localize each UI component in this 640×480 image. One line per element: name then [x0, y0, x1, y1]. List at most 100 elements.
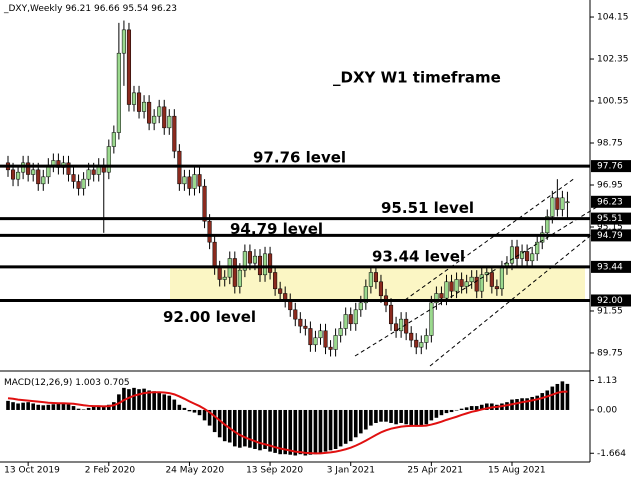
- macd-bar: [212, 409, 217, 433]
- macd-bar: [6, 400, 10, 410]
- candle-body: [66, 162, 71, 175]
- macd-bar: [474, 406, 479, 410]
- macd-bar: [253, 409, 257, 449]
- macd-bar: [535, 395, 539, 410]
- last-high: 96.66: [94, 4, 120, 14]
- candle-body: [51, 160, 56, 166]
- candle-body: [454, 279, 459, 292]
- candle-body: [252, 255, 258, 264]
- candle-body: [212, 241, 217, 269]
- level-price-label: 92.00: [597, 296, 623, 306]
- candle-body: [106, 146, 111, 173]
- level-price-label: 93.44: [597, 262, 623, 272]
- candle-body: [394, 323, 399, 332]
- y-tick-label: 89.75: [597, 348, 623, 358]
- channel-line: [429, 227, 601, 367]
- macd-bar: [177, 404, 182, 410]
- candle-body: [338, 328, 343, 336]
- macd-bar: [374, 409, 378, 423]
- level-text: 97.76 level: [253, 149, 346, 167]
- x-tick-label: 25 Apr 2021: [407, 466, 463, 476]
- candle-body: [116, 52, 121, 133]
- candle-body: [414, 339, 419, 348]
- macd-bar: [16, 403, 20, 410]
- macd-bar: [142, 388, 146, 410]
- candle-body: [172, 115, 177, 152]
- candle-body: [358, 302, 363, 311]
- candle-body: [167, 115, 172, 129]
- candle-body: [16, 171, 21, 180]
- signal-line: [7, 390, 568, 455]
- candle-body: [318, 330, 323, 339]
- candle-body: [136, 92, 142, 112]
- macd-bar: [227, 409, 232, 443]
- candle-body: [71, 174, 76, 182]
- macd-bar: [162, 394, 167, 410]
- macd-bar: [172, 399, 177, 410]
- last-open: 96.21: [65, 4, 91, 14]
- macd-bar: [444, 409, 449, 414]
- macd-bar: [132, 387, 136, 410]
- candle-body: [363, 286, 368, 304]
- last-low: 95.54: [123, 4, 149, 14]
- candle-body: [91, 169, 96, 175]
- candle-body: [545, 216, 550, 234]
- x-tick-label: 24 May 2020: [165, 466, 224, 476]
- candle-body: [499, 267, 504, 290]
- candle-body: [242, 251, 247, 271]
- level-price-box: [591, 294, 631, 307]
- candle-body: [489, 272, 494, 287]
- macd-bar: [459, 408, 464, 410]
- macd-bar: [469, 406, 474, 410]
- macd-bar: [379, 409, 383, 422]
- macd-header: MACD(12,26,9) 1.003 0.705: [4, 378, 130, 388]
- candle-body: [535, 241, 540, 255]
- x-tick-label: 13 Oct 2019: [4, 466, 60, 476]
- macd-bar: [323, 409, 328, 452]
- x-tick-label: 13 Sep 2020: [246, 466, 303, 476]
- macd-bar: [515, 399, 519, 410]
- macd-tick-label: -1.664: [597, 449, 626, 459]
- macd-bar: [137, 389, 141, 410]
- macd-bar: [419, 409, 424, 426]
- macd-bar: [21, 402, 25, 410]
- candle-body: [444, 281, 449, 299]
- candle-body: [262, 253, 268, 276]
- candle-body: [565, 201, 570, 204]
- macd-bar: [86, 407, 91, 410]
- macd-bar: [122, 387, 126, 410]
- macd-bar: [353, 409, 358, 438]
- candle-body: [404, 318, 409, 334]
- macd-bar: [338, 409, 343, 447]
- support-zone: [170, 266, 585, 301]
- macd-bar: [409, 409, 413, 426]
- y-tick-label: 95.15: [597, 222, 623, 232]
- level-price-label: 97.76: [597, 162, 623, 172]
- y-tick-label: 91.55: [597, 306, 623, 316]
- y-tick-label: 98.75: [597, 139, 623, 149]
- macd-bar: [308, 409, 313, 455]
- candle-body: [368, 272, 373, 287]
- candle-body: [162, 106, 167, 129]
- candle-body: [378, 281, 384, 297]
- symbol: _DXY,Weekly: [3, 4, 63, 14]
- macd-bar: [555, 383, 560, 410]
- candle-body: [36, 169, 41, 185]
- candle-body: [26, 162, 31, 175]
- level-text: 95.51 level: [381, 199, 474, 217]
- candle-body: [298, 318, 303, 327]
- candle-body: [293, 309, 298, 320]
- macd-bar: [545, 390, 550, 410]
- macd-bar: [152, 391, 156, 410]
- candle-body: [555, 197, 560, 210]
- candle-body: [348, 314, 353, 325]
- macd-bar: [26, 402, 30, 410]
- candle-body: [121, 29, 126, 54]
- macd-bar: [389, 409, 393, 423]
- macd-bar: [157, 391, 161, 410]
- candle-body: [10, 169, 16, 180]
- macd-bar: [51, 404, 56, 410]
- macd-bar: [303, 409, 308, 456]
- macd-bar: [36, 404, 41, 410]
- level-text: 94.79 level: [230, 220, 323, 238]
